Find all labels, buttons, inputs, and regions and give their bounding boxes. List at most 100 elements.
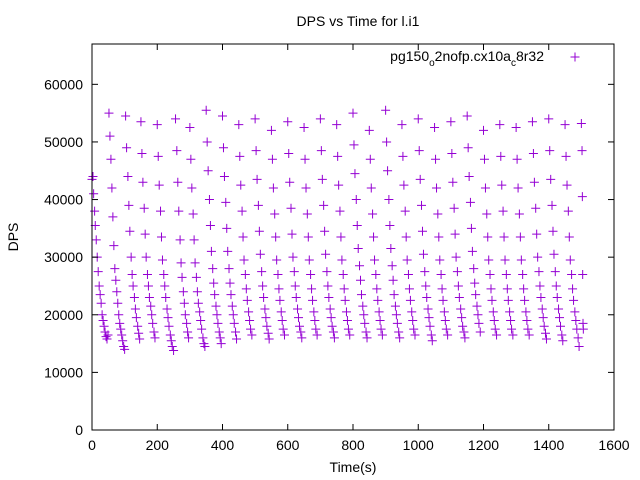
legend: pg150o2nofp.cx10ac8r32	[390, 48, 580, 69]
data-point	[221, 197, 231, 207]
data-point	[320, 226, 330, 236]
data-point	[415, 174, 425, 184]
data-point	[516, 255, 526, 265]
data-point	[387, 261, 397, 271]
data-point	[474, 318, 484, 328]
data-point	[321, 249, 331, 259]
data-point	[226, 290, 236, 300]
data-point	[398, 151, 408, 161]
data-point	[201, 105, 211, 115]
data-point	[352, 220, 362, 230]
x-tick-label: 1200	[468, 437, 499, 453]
data-point	[206, 246, 216, 256]
data-point	[178, 287, 188, 297]
data-point	[121, 111, 131, 121]
data-point	[291, 292, 301, 302]
data-point	[469, 264, 479, 274]
data-point	[351, 195, 361, 205]
data-point	[215, 333, 225, 343]
data-point	[388, 275, 398, 285]
data-point	[374, 307, 384, 317]
data-point	[364, 125, 374, 135]
data-point	[103, 330, 113, 340]
data-point	[399, 180, 409, 190]
data-point	[449, 203, 459, 213]
data-point	[349, 140, 359, 150]
data-point	[262, 321, 272, 331]
data-point	[208, 264, 218, 274]
data-point	[431, 154, 441, 164]
data-point	[223, 246, 233, 256]
data-point	[157, 255, 167, 265]
data-point	[254, 226, 264, 236]
x-tick-label: 800	[341, 437, 365, 453]
data-point	[355, 261, 365, 271]
data-point	[574, 341, 584, 351]
data-point	[195, 307, 205, 317]
data-point	[304, 255, 314, 265]
data-point	[475, 327, 485, 337]
data-point	[105, 131, 115, 141]
data-point	[288, 252, 298, 262]
y-tick-label: 20000	[44, 307, 83, 323]
data-point	[576, 119, 586, 129]
data-point	[322, 267, 332, 277]
data-point	[187, 183, 197, 193]
data-point	[339, 284, 349, 294]
data-point	[235, 151, 245, 161]
data-point	[358, 301, 368, 311]
x-tick-label: 1400	[533, 437, 564, 453]
data-point	[122, 143, 132, 153]
data-point	[511, 123, 521, 133]
data-point	[218, 111, 227, 121]
data-point	[537, 304, 547, 314]
data-point	[336, 232, 346, 242]
data-point	[267, 154, 277, 164]
data-point	[443, 330, 453, 340]
data-point	[128, 281, 138, 291]
legend-label-sub-2: c	[511, 58, 516, 69]
data-point	[400, 206, 410, 216]
x-axis: 0 200 400 600 800 1000 1200 1400 1600	[88, 44, 630, 453]
data-point	[144, 292, 154, 302]
data-point	[300, 154, 310, 164]
data-point	[359, 310, 369, 320]
data-point	[184, 333, 194, 343]
data-point	[570, 307, 580, 317]
data-point	[273, 269, 283, 279]
data-point	[237, 206, 247, 216]
data-point	[329, 333, 339, 343]
data-point	[561, 151, 571, 161]
data-point	[218, 143, 228, 153]
data-point	[325, 304, 335, 314]
data-point	[231, 327, 241, 337]
data-point	[335, 206, 345, 216]
data-point	[114, 310, 124, 320]
data-point	[123, 172, 133, 182]
data-point	[171, 114, 181, 124]
data-point	[224, 264, 234, 274]
plot-frame	[91, 43, 615, 431]
data-point	[130, 304, 140, 314]
data-point	[564, 232, 574, 242]
data-point	[251, 146, 261, 156]
data-point	[448, 177, 458, 187]
data-point	[533, 252, 543, 262]
data-point	[301, 183, 311, 193]
data-points	[87, 105, 588, 355]
data-point	[424, 313, 434, 323]
data-point	[569, 295, 579, 305]
data-point	[420, 267, 430, 277]
data-point	[197, 324, 207, 334]
data-point	[146, 301, 156, 311]
y-tick-label: 60000	[44, 76, 83, 92]
data-point	[106, 154, 116, 164]
data-point	[242, 295, 252, 305]
data-point	[278, 324, 288, 334]
data-point	[88, 172, 98, 182]
data-point	[309, 307, 319, 317]
data-point	[577, 192, 587, 202]
data-point	[496, 151, 506, 161]
data-point	[213, 318, 223, 328]
data-point	[245, 316, 255, 326]
